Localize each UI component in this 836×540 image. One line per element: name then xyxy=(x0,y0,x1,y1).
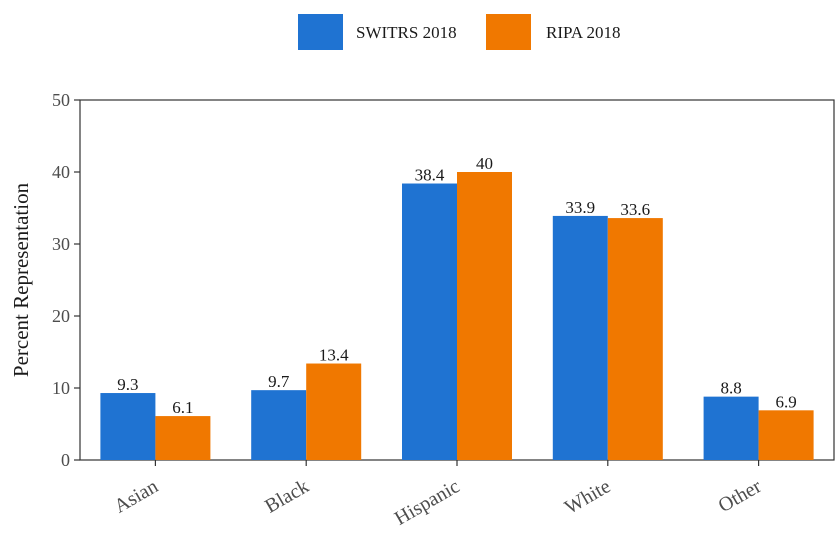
bar xyxy=(703,396,759,460)
y-axis-title: Percent Representation xyxy=(9,182,33,377)
x-tick-label: White xyxy=(561,475,614,519)
y-tick-label: 0 xyxy=(61,450,70,470)
legend-label: SWITRS 2018 xyxy=(356,23,457,42)
x-tick-label: Black xyxy=(261,475,312,517)
y-tick-label: 50 xyxy=(52,90,70,110)
bar xyxy=(251,390,307,460)
bar xyxy=(457,172,512,460)
bar xyxy=(100,393,156,460)
legend: SWITRS 2018 RIPA 2018 xyxy=(298,14,620,50)
data-label: 33.6 xyxy=(620,200,650,219)
data-label: 9.3 xyxy=(117,375,138,394)
bar xyxy=(402,183,457,460)
data-label: 6.9 xyxy=(775,392,796,411)
legend-swatch xyxy=(486,14,531,50)
bar xyxy=(306,363,362,460)
data-label: 38.4 xyxy=(415,166,445,185)
legend-swatch xyxy=(298,14,343,50)
bar xyxy=(552,215,608,460)
legend-label: RIPA 2018 xyxy=(546,23,620,42)
y-tick-label: 20 xyxy=(52,306,70,326)
data-label: 40 xyxy=(476,154,493,173)
data-label: 8.8 xyxy=(720,379,741,398)
x-tick-label: Hispanic xyxy=(391,475,464,530)
y-tick-label: 10 xyxy=(52,378,70,398)
bar xyxy=(155,416,211,460)
x-tick-label: Asian xyxy=(110,475,161,517)
bar xyxy=(607,218,663,460)
data-label: 6.1 xyxy=(172,398,193,417)
bars xyxy=(100,172,814,460)
bar xyxy=(758,410,814,460)
x-tick-label: Other xyxy=(715,475,766,517)
data-label: 9.7 xyxy=(268,372,290,391)
data-labels: 9.3 6.1 9.7 13.4 38.4 40 33.9 33.6 8.8 6.9 xyxy=(117,154,796,417)
data-label: 13.4 xyxy=(319,346,349,365)
data-label: 33.9 xyxy=(565,198,595,217)
y-tick-label: 30 xyxy=(52,234,70,254)
y-tick-label: 40 xyxy=(52,162,70,182)
